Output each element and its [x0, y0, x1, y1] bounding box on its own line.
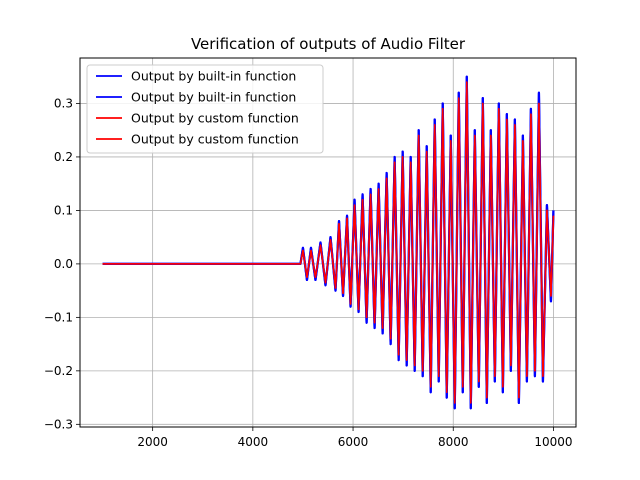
legend-box: [86, 64, 324, 154]
legend-label-3: Output by custom function: [131, 111, 299, 126]
legend: Output by built-in function Output by bui…: [86, 64, 324, 154]
x-tick-label: 2000: [137, 435, 168, 449]
series-lines: [102, 75, 555, 410]
y-tick-label: 0.0: [54, 257, 73, 271]
x-tick-label: 8000: [438, 435, 469, 449]
x-tick-label: 6000: [338, 435, 369, 449]
plot-frame: [79, 57, 577, 428]
axis-ticks: 2000 4000 6000 8000 10000 −0.3 −0.2 −0.1 0.0 0.1 0…: [44, 96, 573, 449]
y-tick-label: 0.2: [54, 150, 73, 164]
x-tick-label: 10000: [534, 435, 572, 449]
legend-label-4: Output by custom function: [131, 132, 299, 147]
x-tick-label: 4000: [238, 435, 269, 449]
chart-title: Verification of outputs of Audio Filter: [191, 35, 466, 53]
y-tick-label: 0.1: [54, 203, 73, 217]
y-tick-label: −0.2: [44, 364, 73, 378]
y-tick-label: 0.3: [54, 96, 73, 110]
y-tick-label: −0.3: [44, 417, 73, 431]
legend-label-2: Output by built-in function: [131, 90, 296, 105]
series-line-4: [102, 81, 555, 404]
legend-label-1: Output by built-in function: [131, 69, 296, 84]
y-tick-label: −0.1: [44, 310, 73, 324]
